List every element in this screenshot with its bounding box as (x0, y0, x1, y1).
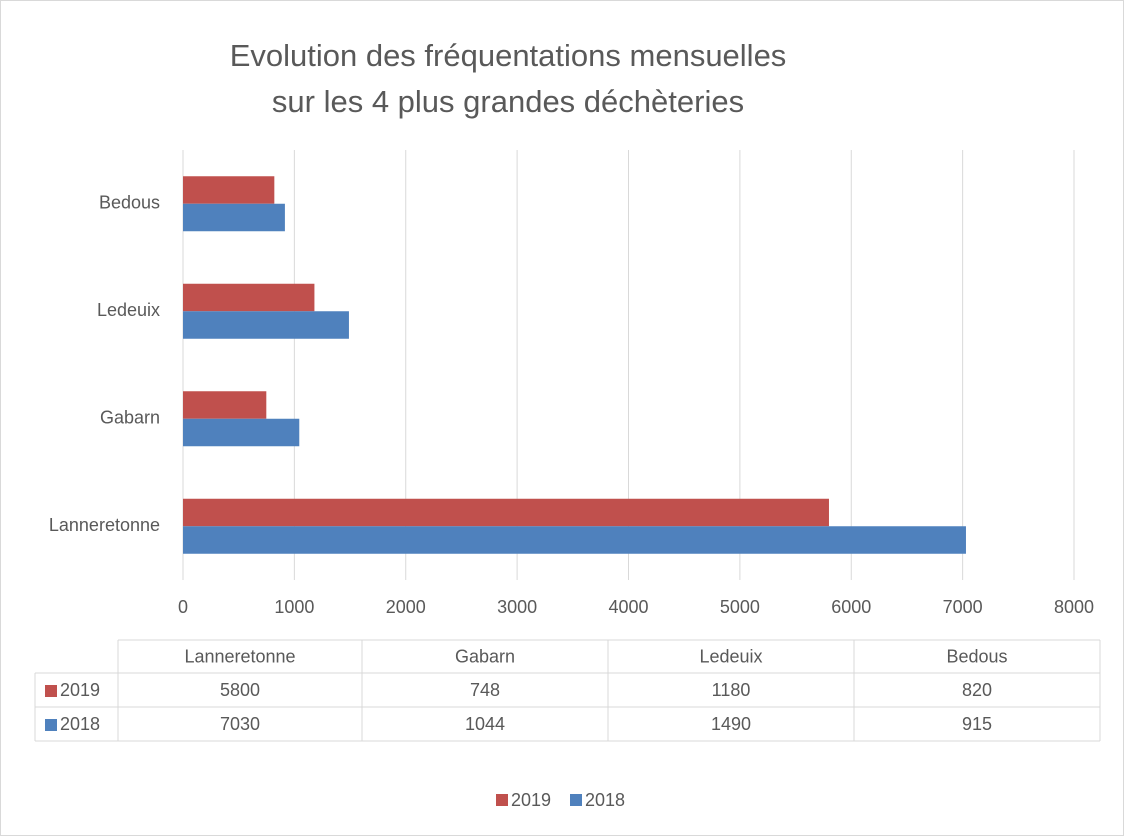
bar (183, 498, 829, 527)
x-tick-label: 1000 (274, 597, 314, 617)
x-tick-label: 6000 (831, 597, 871, 617)
table-header: Bedous (946, 646, 1007, 666)
x-tick-label: 5000 (720, 597, 760, 617)
table-cell: 748 (470, 680, 500, 700)
chart-title: sur les 4 plus grandes déchèteries (272, 84, 744, 119)
table-header: Ledeuix (699, 646, 762, 666)
y-tick-label: Gabarn (100, 408, 160, 428)
bar (183, 176, 275, 204)
y-tick-label: Ledeuix (97, 300, 160, 320)
x-tick-label: 0 (178, 597, 188, 617)
table-legend-key (45, 719, 57, 731)
legend-label: 2018 (585, 790, 625, 810)
legend-label: 2019 (511, 790, 551, 810)
table-cell: 1044 (465, 714, 505, 734)
table-cell: 1180 (712, 680, 751, 700)
bar (183, 391, 267, 419)
bar (183, 283, 315, 312)
bar (183, 311, 349, 339)
x-tick-label: 4000 (608, 597, 648, 617)
chart-title: Evolution des fréquentations mensuelles (230, 38, 787, 73)
y-tick-label: Bedous (99, 193, 160, 213)
table-cell: 915 (962, 714, 992, 734)
bar (183, 526, 966, 554)
table-legend-key (45, 685, 57, 697)
table-cell: 5800 (220, 680, 260, 700)
bar (183, 203, 285, 232)
table-row-label: 2019 (60, 680, 100, 700)
x-tick-label: 3000 (497, 597, 537, 617)
legend-key (570, 794, 582, 806)
x-tick-label: 2000 (386, 597, 426, 617)
x-tick-label: 7000 (943, 597, 983, 617)
legend-key (496, 794, 508, 806)
table-cell: 7030 (220, 714, 260, 734)
table-header: Lanneretonne (184, 646, 295, 666)
table-cell: 1490 (711, 714, 751, 734)
table-header: Gabarn (455, 646, 515, 666)
table-row-label: 2018 (60, 714, 100, 734)
bar (183, 418, 300, 447)
x-tick-label: 8000 (1054, 597, 1094, 617)
table-cell: 820 (962, 680, 992, 700)
y-tick-label: Lanneretonne (49, 515, 160, 535)
